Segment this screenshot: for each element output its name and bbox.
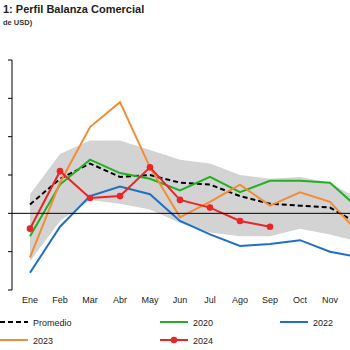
series-marker	[147, 164, 154, 171]
title: 1: Perfil Balanza Comercial	[3, 3, 144, 15]
x-tick-label: Nov	[322, 295, 339, 305]
y-tick	[8, 98, 12, 99]
subtitle: de USD)	[3, 18, 33, 27]
series-line	[30, 164, 350, 225]
series-line	[30, 187, 350, 273]
range-band	[30, 141, 350, 262]
x-tick-label: Jun	[173, 295, 188, 305]
legend-symbol	[280, 321, 308, 323]
series-marker	[267, 223, 274, 230]
series-line	[30, 167, 270, 228]
legend-marker	[171, 337, 178, 344]
x-tick-label: Oct	[293, 295, 308, 305]
series-marker	[57, 168, 64, 175]
plot-area	[27, 102, 350, 273]
legend-label: Promedio	[33, 318, 72, 328]
x-tick-label: Ago	[232, 295, 248, 305]
series-marker	[177, 197, 184, 204]
x-tick-label: Mar	[82, 295, 98, 305]
y-tick	[8, 290, 12, 291]
series-marker	[117, 193, 124, 200]
x-axis	[12, 213, 350, 214]
x-tick-label: May	[141, 295, 159, 305]
y-tick	[8, 213, 12, 214]
legend-symbol	[0, 321, 28, 323]
y-tick	[8, 60, 12, 61]
x-tick-label: Abr	[113, 295, 127, 305]
y-tick	[8, 251, 12, 252]
legend-label: 2022	[313, 318, 333, 328]
series-line	[30, 102, 350, 257]
legend-label: 2023	[33, 336, 53, 346]
x-tick-label: Ene	[22, 295, 38, 305]
x-tick-label: Sep	[262, 295, 278, 305]
series-marker	[207, 204, 214, 211]
x-tick-label: Jul	[204, 295, 216, 305]
x-tick-label: Feb	[52, 295, 68, 305]
y-tick	[8, 175, 12, 176]
legend-label: 2024	[193, 336, 213, 346]
series-marker	[27, 225, 34, 232]
legend-symbol	[0, 339, 28, 341]
legend-symbol	[160, 321, 188, 323]
series-marker	[237, 218, 244, 225]
y-tick	[8, 136, 12, 137]
series-marker	[87, 195, 94, 202]
legend-label: 2020	[193, 318, 213, 328]
